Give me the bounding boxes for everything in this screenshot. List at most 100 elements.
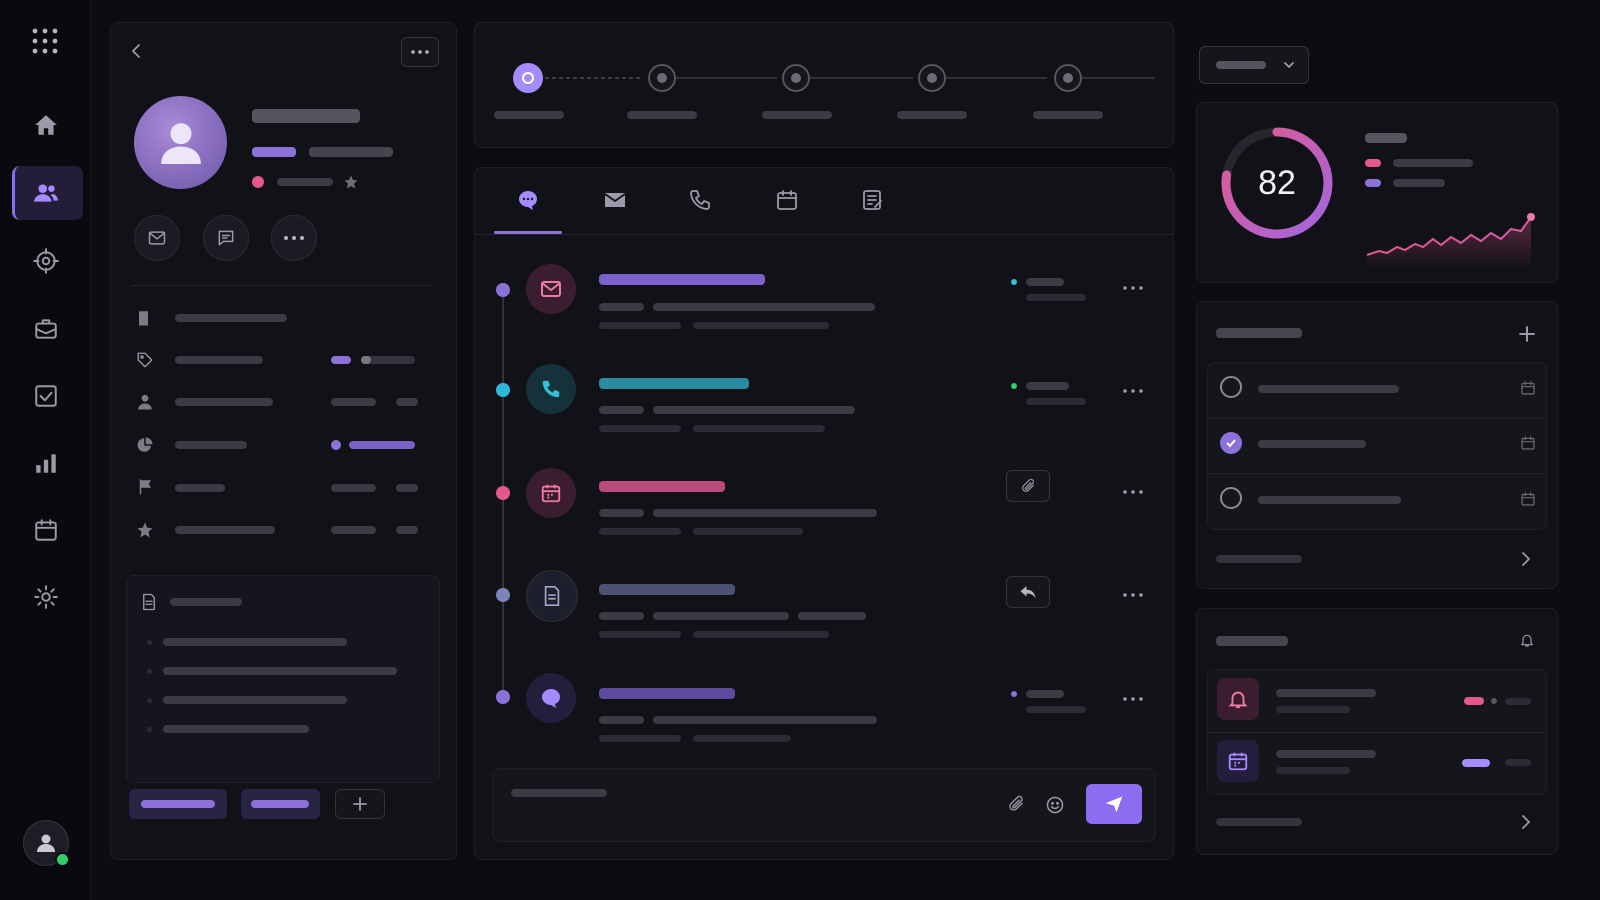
icon-part xyxy=(1063,73,1073,83)
target-icon[interactable] xyxy=(33,248,59,274)
divider xyxy=(1208,418,1546,419)
icon-part xyxy=(1519,326,1535,342)
placeholder xyxy=(251,800,309,808)
chevron-right[interactable] xyxy=(1519,814,1533,830)
icon-part xyxy=(542,689,560,708)
icon-part xyxy=(139,311,148,326)
emoji-icon[interactable] xyxy=(1045,795,1065,815)
nav-active[interactable] xyxy=(12,166,83,220)
icon-part xyxy=(35,521,57,541)
icon-part xyxy=(690,190,710,210)
item-line xyxy=(599,631,681,638)
tag-icon xyxy=(136,351,154,369)
attach-icon[interactable] xyxy=(1007,795,1025,813)
item-line xyxy=(693,528,803,535)
message-composer[interactable] xyxy=(492,768,1156,842)
icon-part xyxy=(1123,697,1127,701)
favorite-star[interactable] xyxy=(343,174,359,190)
notes-tab[interactable] xyxy=(861,188,885,212)
more-button[interactable] xyxy=(401,37,439,67)
icon-part xyxy=(160,146,201,164)
chevron-down xyxy=(1282,58,1296,72)
icon-part xyxy=(1123,490,1127,494)
reply-button[interactable] xyxy=(1006,576,1050,608)
icon-part xyxy=(522,197,526,201)
icon-part xyxy=(1521,381,1535,388)
call-tab[interactable] xyxy=(688,188,712,212)
task-checkbox[interactable] xyxy=(1220,487,1242,509)
user-avatar[interactable] xyxy=(23,820,69,866)
more-actions-button[interactable] xyxy=(271,215,317,261)
icon-part xyxy=(170,122,191,144)
icon-part xyxy=(32,28,38,34)
back-button[interactable] xyxy=(129,43,145,59)
message-button[interactable] xyxy=(203,215,249,261)
tag-chip xyxy=(361,356,371,364)
email-tab[interactable] xyxy=(603,188,627,212)
meeting-tab[interactable] xyxy=(775,188,799,212)
item-title xyxy=(599,378,749,389)
icon-part xyxy=(52,38,58,44)
icon-part xyxy=(1105,796,1123,813)
attachment-button[interactable] xyxy=(1006,470,1050,502)
icon-part xyxy=(139,479,151,495)
chat-tab[interactable] xyxy=(516,188,540,212)
home-icon[interactable] xyxy=(33,112,59,138)
item-more[interactable] xyxy=(1123,697,1143,701)
add-chip-button[interactable] xyxy=(335,789,385,819)
view-all[interactable] xyxy=(1216,555,1302,563)
icon-part xyxy=(353,797,367,811)
icon-part xyxy=(411,50,415,54)
send-button[interactable] xyxy=(1086,784,1142,824)
icon-part xyxy=(300,236,304,240)
item-more[interactable] xyxy=(1123,286,1143,290)
reports-icon[interactable] xyxy=(33,450,59,476)
item-line xyxy=(599,322,681,329)
meta xyxy=(1026,278,1064,286)
period-dropdown[interactable] xyxy=(1199,46,1309,84)
item-more[interactable] xyxy=(1123,490,1143,494)
icon-part xyxy=(541,484,561,503)
chip[interactable] xyxy=(241,789,320,819)
item-title xyxy=(599,481,725,492)
task-label xyxy=(1258,385,1399,393)
chevron-right[interactable] xyxy=(1519,551,1533,567)
briefcase-icon[interactable] xyxy=(33,316,59,342)
chip[interactable] xyxy=(129,789,227,819)
field-label xyxy=(175,356,263,364)
email-button[interactable] xyxy=(134,215,180,261)
icon-part xyxy=(145,600,153,605)
icon-part xyxy=(52,48,58,54)
task-list xyxy=(1207,362,1547,530)
field-value xyxy=(396,484,418,492)
icon-part xyxy=(1022,478,1034,492)
icon-part xyxy=(541,281,561,297)
icon-part xyxy=(137,522,153,538)
calendar-icon[interactable] xyxy=(33,517,59,543)
icon-part xyxy=(791,73,801,83)
task-date xyxy=(1520,491,1536,507)
status-dot xyxy=(252,176,264,188)
item-more[interactable] xyxy=(1123,389,1143,393)
icon-part xyxy=(34,585,58,609)
apps-icon[interactable] xyxy=(32,28,58,54)
item-line xyxy=(798,612,866,620)
task-checkbox-done[interactable] xyxy=(1220,432,1242,454)
icon-part xyxy=(143,593,155,611)
add-task[interactable] xyxy=(1519,326,1535,342)
item-line xyxy=(653,406,855,414)
view-all[interactable] xyxy=(1216,818,1302,826)
task-checkbox[interactable] xyxy=(1220,376,1242,398)
icon-part xyxy=(867,195,882,208)
timeline-dot xyxy=(496,588,510,602)
icon-part xyxy=(863,190,881,210)
icon-part xyxy=(1521,634,1533,647)
icon-part xyxy=(1123,286,1143,290)
contacts-icon[interactable] xyxy=(33,180,59,206)
settings-icon[interactable] xyxy=(33,584,59,610)
bell-icon[interactable] xyxy=(1519,631,1535,649)
item-more[interactable] xyxy=(1123,593,1143,597)
role-tag xyxy=(252,147,296,157)
tasks-icon[interactable] xyxy=(33,383,59,409)
note-line xyxy=(163,638,347,646)
